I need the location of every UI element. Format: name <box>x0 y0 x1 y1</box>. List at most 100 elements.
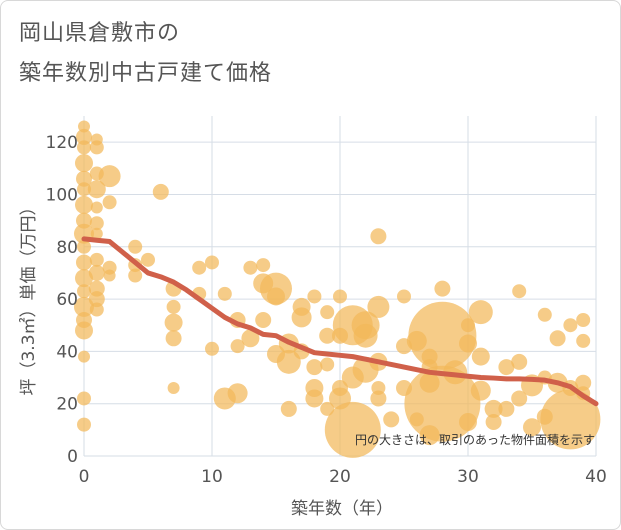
data-bubble <box>164 313 183 332</box>
data-bubble <box>575 374 592 391</box>
data-bubble <box>217 286 232 301</box>
data-bubble <box>76 254 92 271</box>
data-bubble <box>468 300 493 325</box>
data-bubble <box>75 195 93 214</box>
data-bubble <box>78 120 90 133</box>
data-bubble <box>152 183 169 200</box>
data-bubble <box>75 154 93 173</box>
y-tick-label: 120 <box>46 133 78 153</box>
x-axis-title: 築年数（年） <box>291 499 393 519</box>
data-bubble <box>90 227 103 240</box>
data-bubble <box>408 301 477 370</box>
data-bubble <box>89 216 104 231</box>
data-bubble <box>89 302 104 317</box>
data-bubble <box>459 413 477 431</box>
data-bubble <box>333 289 347 304</box>
data-bubble <box>511 353 528 370</box>
data-bubble <box>320 357 335 372</box>
data-bubble <box>443 360 468 385</box>
data-bubble <box>78 350 90 363</box>
data-bubble <box>227 383 248 404</box>
data-bubble <box>563 318 578 333</box>
data-bubble <box>276 349 301 374</box>
bubble-layer <box>74 120 601 458</box>
data-bubble <box>370 228 387 245</box>
data-bubble <box>320 305 335 320</box>
data-bubble <box>540 389 601 450</box>
data-bubble <box>459 334 477 353</box>
y-tick-label: 0 <box>67 447 78 467</box>
data-bubble <box>167 382 180 394</box>
data-bubble <box>523 418 541 437</box>
trend-line <box>81 236 599 407</box>
data-bubble <box>370 390 387 407</box>
data-bubble <box>77 417 91 432</box>
data-bubble <box>549 330 566 347</box>
data-bubble <box>576 333 591 348</box>
data-bubble <box>291 307 312 328</box>
y-tick-label: 60 <box>56 290 78 310</box>
data-bubble <box>319 327 336 344</box>
x-tick-label: 20 <box>329 467 351 487</box>
x-tick-label: 40 <box>585 467 607 487</box>
data-bubble <box>77 182 91 197</box>
data-bubble <box>89 252 104 267</box>
data-bubble <box>434 280 451 297</box>
data-bubble <box>511 390 528 407</box>
x-axis-ticks: 0 10 20 30 40 <box>79 467 607 487</box>
data-bubble <box>230 339 245 354</box>
y-tick-label: 100 <box>46 185 78 205</box>
data-bubble <box>90 201 103 214</box>
data-bubble <box>485 414 502 430</box>
data-bubble <box>192 260 207 275</box>
y-tick-label: 80 <box>56 238 78 258</box>
x-tick-label: 0 <box>79 467 90 487</box>
data-bubble <box>205 341 219 356</box>
data-bubble <box>76 170 92 187</box>
data-bubble <box>98 165 121 188</box>
data-bubble <box>103 269 116 282</box>
chart-title-line-2: 築年数別中古戸建て価格 <box>19 61 273 86</box>
data-bubble <box>128 268 143 283</box>
data-bubble <box>305 389 324 408</box>
data-bubble <box>141 252 155 267</box>
y-axis-ticks: 0 20 40 60 80 100 120 <box>46 133 78 467</box>
data-bubble <box>471 347 490 366</box>
data-bubble <box>88 264 105 281</box>
data-bubble <box>397 289 411 304</box>
data-bubble <box>166 299 181 314</box>
data-bubble <box>165 330 182 347</box>
data-bubble <box>324 401 381 458</box>
data-bubble <box>353 323 378 348</box>
y-tick-label: 20 <box>56 395 78 415</box>
data-bubble <box>87 180 106 199</box>
data-bubble <box>102 195 117 210</box>
x-tick-label: 10 <box>201 467 223 487</box>
data-bubble <box>128 239 143 254</box>
data-bubble <box>255 312 272 328</box>
data-bubble <box>470 380 491 401</box>
data-bubble <box>77 239 91 254</box>
data-bubble <box>241 329 260 348</box>
data-bubble <box>498 359 515 376</box>
data-bubble <box>383 411 400 428</box>
chart-title-line-1: 岡山県倉敷市の <box>19 21 181 46</box>
data-bubble <box>77 284 91 299</box>
x-tick-label: 30 <box>457 467 479 487</box>
data-bubble <box>306 359 323 376</box>
data-bubble <box>307 289 322 304</box>
y-tick-label: 40 <box>56 342 78 362</box>
data-bubble <box>75 321 93 340</box>
data-bubble <box>77 140 91 155</box>
data-bubble <box>537 307 552 322</box>
data-bubble <box>280 400 297 417</box>
data-bubble <box>461 318 475 333</box>
data-bubble <box>484 399 503 418</box>
y-axis-title: 坪（3.3㎡）単価（万円） <box>19 198 39 395</box>
bubble-size-note: 円の大きさは、取引のあった物件面積を示す <box>355 432 595 447</box>
data-bubble <box>367 295 390 318</box>
data-bubble <box>320 401 335 416</box>
data-bubble <box>74 296 94 317</box>
